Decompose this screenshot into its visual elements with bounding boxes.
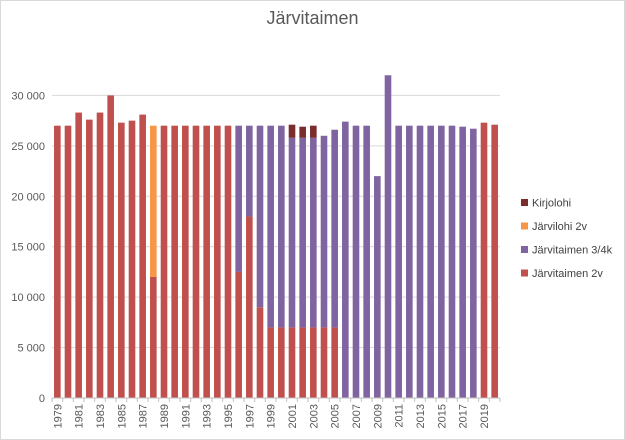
y-tick-label: 20 000 [11,191,45,203]
bar [480,122,488,398]
bar [107,95,114,398]
x-tick-label: 2011 [394,404,406,428]
x-tick-label: 1999 [266,404,278,428]
bar [235,125,242,272]
bar [310,327,317,398]
bar [363,125,370,398]
x-tick-label: 1997 [244,404,256,428]
bar [352,125,360,398]
chart-title: Järvitaimen [266,8,359,28]
bar [299,327,306,398]
bar [320,135,328,328]
bar [203,125,210,398]
bar [64,125,72,398]
bar [75,112,82,399]
bar [406,125,413,398]
bar [267,125,274,328]
x-tick-label: 2013 [415,404,427,428]
bar [299,126,306,138]
bar [256,125,264,308]
x-tick-label: 1979 [52,404,64,428]
x-tick-label: 1981 [74,404,86,428]
bar [310,137,317,328]
bar [246,216,253,398]
legend-swatch [521,222,528,230]
bar [256,307,264,398]
x-tick-label: 1991 [180,404,192,428]
bar [139,114,146,398]
bar [416,125,424,398]
bar [288,327,296,398]
bar [235,271,242,398]
y-tick-label: 10 000 [11,292,45,304]
legend-label: Järvitaimen 3/4k [532,245,613,257]
bar [288,124,296,138]
bar [374,176,381,398]
x-tick-label: 2003 [308,404,320,428]
bar [214,125,221,398]
x-tick-label: 2017 [458,404,470,428]
x-tick-label: 1995 [223,404,235,428]
bar [448,125,456,398]
y-tick-label: 15 000 [11,242,45,254]
x-tick-label: 1989 [159,404,171,428]
bar [182,125,189,398]
bar [150,276,157,398]
x-tick-label: 2019 [479,404,491,428]
bar [267,327,274,398]
legend-swatch [521,246,528,253]
bar [310,125,317,138]
bar [96,112,104,399]
legend-label: Järvilohi 2v [532,221,588,233]
x-tick-label: 2001 [287,404,299,428]
bar [331,129,338,328]
bar [459,126,466,399]
bar [150,125,157,277]
bar [288,137,296,328]
bar [224,125,232,398]
bar [54,125,61,398]
x-tick-label: 2015 [436,404,448,428]
bar [160,125,168,398]
bar [384,75,392,398]
x-tick-label: 2009 [372,404,384,428]
legend-label: Kirjolohi [532,198,571,210]
bar [171,125,178,398]
x-tick-label: 2005 [330,404,342,428]
bar [299,137,306,328]
x-tick-label: 1993 [202,404,214,428]
bar [342,121,349,398]
bar [118,122,125,398]
y-tick-label: 5 000 [17,343,45,355]
bar [331,327,338,398]
bar [470,128,477,398]
y-tick-label: 30 000 [11,90,45,102]
x-tick-label: 1985 [116,404,128,428]
y-tick-label: 0 [39,393,45,405]
bar [427,125,434,398]
bar [192,125,200,398]
x-tick-label: 1987 [138,404,150,428]
bar [86,119,93,399]
bar [246,125,253,217]
x-tick-label: 2007 [351,404,363,428]
legend-swatch [521,269,528,277]
y-tick-label: 25 000 [11,141,45,153]
legend-label: Järvitaimen 2v [532,268,603,280]
x-tick-label: 1983 [95,404,107,428]
legend-swatch [521,199,528,206]
bar [128,120,136,399]
bar [278,327,285,398]
bar [278,125,285,328]
bar [438,125,445,398]
bar [320,327,328,398]
bar [395,125,402,398]
bar [491,124,498,399]
